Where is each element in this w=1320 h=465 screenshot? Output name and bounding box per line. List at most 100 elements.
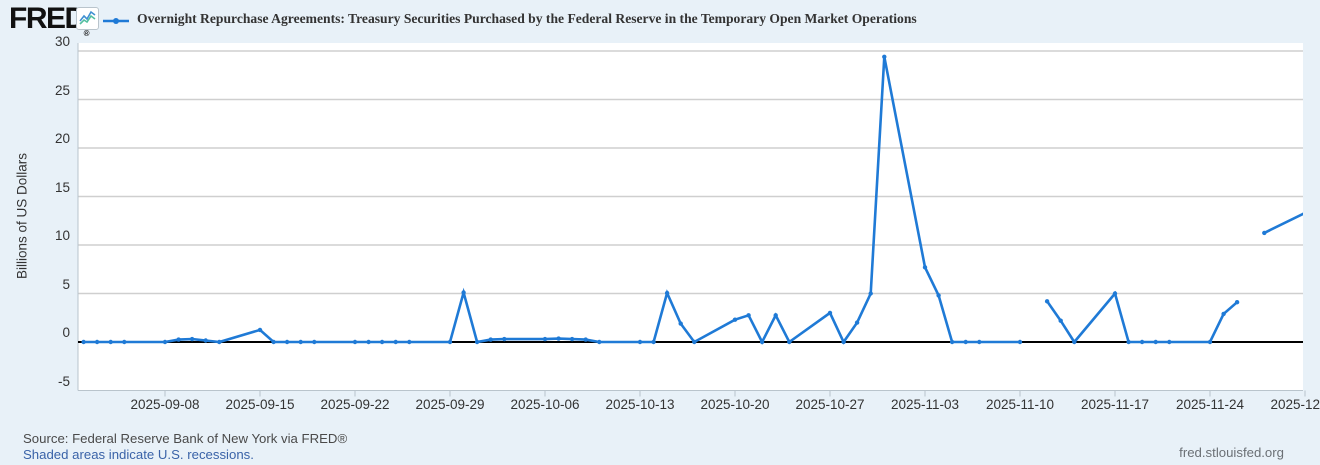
data-point-marker — [732, 317, 738, 322]
data-point-marker — [1207, 339, 1213, 345]
x-tick-label-2025-10-27: 2025-10-27 — [795, 397, 865, 412]
y-tick-label-5: 5 — [62, 276, 70, 292]
series-line — [82, 56, 1022, 345]
data-point-marker — [1139, 339, 1145, 345]
x-tick-label-2025-10-20: 2025-10-20 — [700, 397, 770, 412]
y-tick-label-10: 10 — [54, 228, 70, 243]
data-point-marker — [502, 336, 507, 342]
data-point-marker — [108, 339, 113, 345]
data-point-marker — [583, 337, 588, 342]
data-point-marker — [1112, 291, 1118, 296]
y-tick-label-0: 0 — [62, 325, 70, 340]
data-point-marker — [542, 336, 548, 342]
series-legend-key-icon — [103, 15, 129, 27]
data-point-marker — [936, 293, 941, 298]
data-point-marker — [447, 339, 453, 345]
data-point-marker — [922, 265, 928, 270]
data-point-marker — [1126, 339, 1131, 345]
data-point-marker — [1221, 311, 1226, 317]
data-point-marker — [352, 339, 358, 345]
data-point-marker — [271, 339, 276, 345]
y-tick-label-20: 20 — [54, 131, 70, 146]
x-tick-label-2025-11-10: 2025-11-10 — [985, 397, 1055, 412]
data-point-marker — [379, 339, 385, 345]
data-point-marker — [393, 339, 398, 345]
data-point-marker — [746, 313, 751, 318]
data-point-marker — [977, 339, 982, 345]
x-tick-label-2025-09-15: 2025-09-15 — [225, 397, 295, 412]
y-tick-label-15: 15 — [54, 179, 70, 195]
x-tick-label-2025-10-13: 2025-10-13 — [605, 397, 675, 412]
data-series[interactable] — [81, 54, 1307, 345]
fred-logo[interactable]: FRED® — [9, 3, 91, 42]
data-point-marker — [787, 339, 792, 345]
y-axis-title: Billions of US Dollars — [14, 152, 30, 280]
fred-sparkline-icon — [76, 7, 99, 30]
data-point-marker — [176, 337, 181, 342]
data-point-marker — [841, 339, 846, 345]
data-point-marker — [312, 339, 317, 345]
data-point-marker — [257, 327, 263, 333]
data-point-marker — [1017, 339, 1023, 345]
data-point-marker — [203, 338, 208, 343]
data-point-marker — [854, 320, 860, 325]
x-tick-label-2025-11-17: 2025-11-17 — [1080, 397, 1150, 412]
x-tick-label-2025-09-29: 2025-09-29 — [415, 397, 485, 412]
x-tick-label-2025-12-01: 2025-12-01 — [1270, 397, 1320, 412]
data-point-marker — [189, 336, 195, 342]
data-point-marker — [949, 339, 955, 345]
y-tick-label-25: 25 — [54, 82, 70, 98]
data-point-marker — [1072, 339, 1077, 345]
data-point-marker — [162, 339, 168, 345]
x-tick-label-2025-10-06: 2025-10-06 — [510, 397, 580, 412]
data-point-marker — [664, 290, 670, 296]
series-line — [1263, 212, 1303, 235]
data-point-marker — [637, 339, 643, 345]
data-point-marker — [298, 339, 303, 345]
data-point-marker — [651, 339, 656, 345]
data-point-marker — [759, 339, 765, 345]
site-url: fred.stlouisfed.org — [1179, 445, 1284, 460]
data-point-marker — [827, 310, 833, 316]
data-point-marker — [1234, 300, 1240, 305]
data-point-marker — [882, 54, 887, 59]
x-tick-label-2025-11-24: 2025-11-24 — [1175, 397, 1245, 412]
data-point-marker — [1153, 339, 1158, 345]
data-point-marker — [461, 290, 466, 295]
data-point-marker — [1262, 230, 1267, 236]
data-point-marker — [1058, 318, 1063, 323]
data-point-marker — [284, 339, 290, 345]
data-point-marker — [217, 339, 222, 345]
data-point-marker — [407, 339, 412, 345]
chart-title: Overnight Repurchase Agreements: Treasur… — [137, 11, 917, 26]
data-point-marker — [474, 339, 480, 345]
data-point-marker — [868, 291, 873, 296]
data-point-marker — [678, 321, 683, 326]
data-point-marker — [773, 313, 778, 318]
data-point-marker — [366, 339, 371, 345]
data-point-marker — [597, 339, 602, 345]
data-point-marker — [488, 337, 493, 342]
data-point-marker — [556, 336, 561, 341]
data-point-marker — [1044, 299, 1050, 304]
source-note: Source: Federal Reserve Bank of New York… — [23, 431, 348, 446]
data-point-marker — [692, 339, 697, 345]
data-point-marker — [1302, 212, 1303, 214]
y-tick-label-30: 30 — [54, 34, 70, 49]
fred-logo-text: FRED — [9, 2, 86, 35]
y-tick-label--5: -5 — [57, 373, 70, 389]
data-point-marker — [963, 339, 968, 345]
data-point-marker — [94, 339, 100, 345]
plot-background — [78, 43, 1303, 391]
data-point-marker — [1167, 339, 1172, 345]
x-tick-label-2025-11-03: 2025-11-03 — [890, 397, 960, 412]
recessions-note-link[interactable]: Shaded areas indicate U.S. recessions. — [23, 447, 254, 462]
data-point-marker — [569, 336, 575, 342]
data-point-marker — [81, 339, 86, 345]
registered-mark: ® — [83, 29, 90, 38]
x-tick-label-2025-09-22: 2025-09-22 — [320, 397, 390, 412]
x-tick-label-2025-09-08: 2025-09-08 — [130, 397, 200, 412]
data-point-marker — [122, 339, 127, 345]
